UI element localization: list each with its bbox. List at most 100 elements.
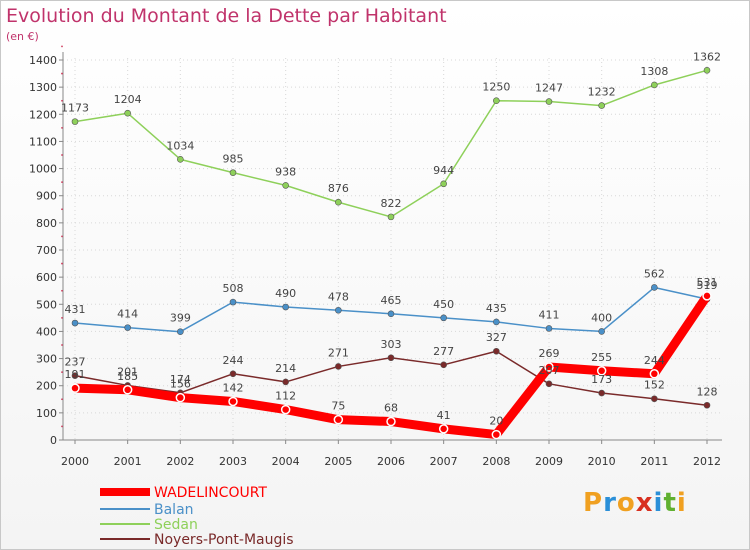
chart-unit: (en €) xyxy=(6,30,39,43)
data-point xyxy=(282,378,289,386)
data-point xyxy=(124,324,131,331)
data-label: 68 xyxy=(384,402,398,415)
data-label: 400 xyxy=(591,311,612,324)
data-label: 938 xyxy=(275,165,296,178)
y-tick-label: 700 xyxy=(36,244,57,257)
data-label: 271 xyxy=(328,346,349,359)
data-point xyxy=(598,102,605,109)
y-minor-tick xyxy=(61,235,63,238)
data-label: 174 xyxy=(170,373,191,386)
y-minor-tick xyxy=(61,45,63,48)
data-point xyxy=(493,318,500,326)
data-point xyxy=(228,396,238,407)
legend-label: WADELINCOURT xyxy=(154,485,267,501)
x-tick-label: 2001 xyxy=(114,455,142,468)
x-tick-label: 2011 xyxy=(640,455,668,468)
x-axis-ticks: 2000 2001 2002 2003 2004 2005 2006 2007 2008 2009… xyxy=(61,440,721,468)
data-point xyxy=(651,395,658,403)
x-tick-label: 2006 xyxy=(377,455,405,468)
data-label: 490 xyxy=(275,287,296,300)
data-point xyxy=(282,182,289,189)
data-point xyxy=(440,314,447,322)
y-tick-label: 1400 xyxy=(29,54,57,67)
x-tick-label: 2012 xyxy=(693,455,721,468)
data-label: 142 xyxy=(223,381,244,394)
data-point xyxy=(333,414,344,425)
y-tick-label: 900 xyxy=(36,190,57,203)
data-point xyxy=(545,380,553,388)
data-label: 519 xyxy=(697,279,718,292)
data-label: 244 xyxy=(644,354,665,367)
data-label: 944 xyxy=(433,164,454,177)
data-point xyxy=(175,392,186,403)
data-label: 128 xyxy=(697,385,718,398)
x-tick-label: 2005 xyxy=(324,455,352,468)
x-tick-label: 2000 xyxy=(61,455,89,468)
data-point xyxy=(177,328,184,336)
data-label: 1173 xyxy=(61,102,89,115)
y-tick-label: 600 xyxy=(36,271,57,284)
data-point xyxy=(438,424,449,434)
data-point xyxy=(703,67,711,74)
data-label: 1232 xyxy=(588,86,616,99)
logo-letter: P xyxy=(583,488,604,518)
data-label: 255 xyxy=(591,351,612,364)
y-tick-label: 300 xyxy=(36,353,57,366)
data-label: 244 xyxy=(223,354,244,367)
data-labels: 191 185 156 142 112 75 68 41 20 269 255 244 531 431 41… xyxy=(61,50,721,427)
data-point xyxy=(544,362,554,372)
data-point xyxy=(282,303,289,311)
data-point xyxy=(387,310,395,318)
data-label: 20 xyxy=(489,415,503,428)
data-label: 1362 xyxy=(693,50,721,63)
y-minor-tick xyxy=(61,262,63,265)
data-label: 1247 xyxy=(535,82,563,95)
data-label: 41 xyxy=(437,409,451,422)
data-point xyxy=(598,389,605,397)
data-point xyxy=(545,325,553,332)
data-label: 156 xyxy=(170,378,191,391)
data-label: 237 xyxy=(65,356,86,369)
data-label: 414 xyxy=(117,308,138,321)
data-label: 269 xyxy=(539,347,560,360)
data-point xyxy=(335,363,342,370)
data-label: 1204 xyxy=(114,93,142,106)
y-tick-label: 200 xyxy=(36,380,57,393)
data-point xyxy=(598,328,605,335)
data-point xyxy=(491,429,502,440)
y-tick-label: 1300 xyxy=(29,81,57,94)
data-point xyxy=(387,354,395,362)
y-minor-tick xyxy=(61,316,63,319)
data-point xyxy=(651,81,658,89)
data-point xyxy=(596,366,607,376)
y-minor-tick xyxy=(61,126,63,129)
logo-letter: r xyxy=(603,488,617,518)
data-label: 173 xyxy=(591,373,612,386)
x-tick-label: 2010 xyxy=(588,455,616,468)
data-point xyxy=(71,118,79,125)
y-tick-label: 1000 xyxy=(29,163,57,176)
data-point xyxy=(335,198,342,206)
data-label: 531 xyxy=(697,276,718,289)
data-point xyxy=(386,416,396,427)
y-tick-label: 1200 xyxy=(29,108,57,121)
data-label: 185 xyxy=(117,370,138,383)
x-tick-label: 2008 xyxy=(482,455,510,468)
data-label: 112 xyxy=(275,390,296,403)
data-label: 277 xyxy=(433,345,454,358)
y-minor-tick xyxy=(61,99,63,102)
data-point xyxy=(651,284,658,291)
legend-label: Sedan xyxy=(154,517,198,533)
data-label: 465 xyxy=(381,294,402,307)
data-point xyxy=(703,401,711,409)
data-label: 303 xyxy=(381,338,402,351)
y-minor-tick xyxy=(61,181,63,184)
logo-letter: i xyxy=(653,488,664,518)
y-tick-label: 100 xyxy=(36,407,57,420)
y-axis-ticks: 0 100 200 300 400 500 600 700 800 900 1000 1100 1200… xyxy=(29,45,63,447)
data-point xyxy=(229,370,237,378)
data-label: 431 xyxy=(65,303,86,316)
